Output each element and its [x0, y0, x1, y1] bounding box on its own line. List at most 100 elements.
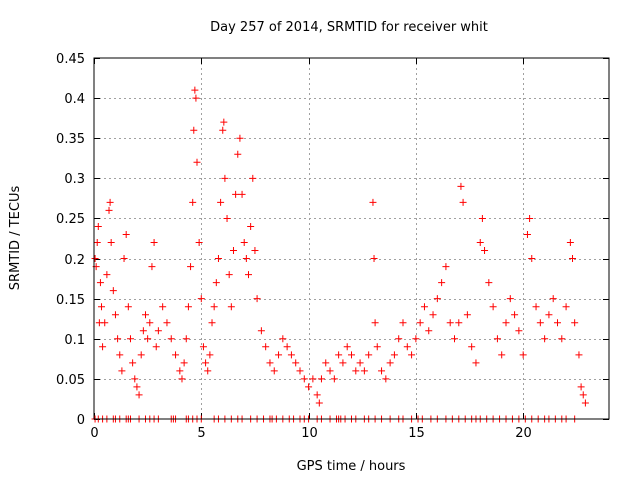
data-point	[249, 174, 257, 182]
data-point	[98, 303, 106, 311]
data-point	[370, 255, 378, 263]
data-point	[399, 319, 407, 327]
data-point	[167, 335, 175, 343]
data-point	[220, 118, 228, 126]
data-point	[352, 367, 360, 375]
data-point	[247, 222, 255, 230]
data-point	[163, 319, 171, 327]
data-point	[270, 367, 278, 375]
data-point	[373, 343, 381, 351]
data-point	[481, 247, 489, 255]
data-point	[101, 319, 109, 327]
data-point	[339, 359, 347, 367]
data-point	[292, 359, 300, 367]
data-point	[562, 303, 570, 311]
data-point	[305, 383, 313, 391]
data-point	[172, 351, 180, 359]
data-point	[214, 255, 222, 263]
data-point	[192, 94, 200, 102]
data-point	[300, 375, 308, 383]
data-point	[106, 198, 114, 206]
data-point	[371, 319, 379, 327]
data-point	[459, 198, 467, 206]
data-point	[569, 255, 577, 263]
data-point	[152, 343, 160, 351]
data-point	[240, 239, 248, 247]
data-point	[131, 375, 139, 383]
data-point	[154, 327, 162, 335]
data-point	[451, 335, 458, 343]
y-tick-label: 0.2	[64, 253, 85, 268]
x-axis-label: GPS time / hours	[297, 459, 406, 474]
data-point	[210, 303, 218, 311]
x-tick-label: 5	[197, 426, 205, 441]
data-point	[187, 263, 195, 271]
data-point	[144, 335, 152, 343]
data-point	[386, 359, 394, 367]
data-point	[114, 335, 122, 343]
data-point	[360, 367, 368, 375]
data-point	[554, 319, 561, 327]
x-tick-label: 0	[90, 426, 98, 441]
data-point	[489, 303, 497, 311]
data-point	[463, 311, 471, 319]
y-tick-label: 0.25	[56, 212, 85, 227]
data-point	[498, 351, 506, 359]
ticks: 0 0.05 0.1 0.15 0.2 0.25 0.3 0.35 0.4 0.45 0 5 10 15 2…	[56, 52, 609, 441]
data-point	[577, 383, 585, 391]
data-point	[190, 126, 198, 134]
data-point	[262, 343, 270, 351]
data-point	[566, 239, 574, 247]
data-point	[208, 319, 216, 327]
y-tick-label: 0.05	[56, 373, 85, 388]
data-point	[266, 359, 274, 367]
data-point	[403, 343, 411, 351]
data-point	[227, 303, 235, 311]
data-point	[202, 359, 210, 367]
data-point	[146, 319, 154, 327]
y-tick-label: 0.1	[64, 333, 85, 348]
data-point	[94, 222, 102, 230]
plot-frame	[93, 57, 610, 420]
data-point	[476, 239, 484, 247]
data-point	[536, 319, 544, 327]
data-point	[178, 375, 186, 383]
data-point	[99, 343, 107, 351]
data-point	[191, 86, 199, 94]
data-point	[279, 335, 287, 343]
data-point	[120, 255, 128, 263]
y-tick-label: 0.4	[64, 92, 85, 107]
data-point	[107, 239, 115, 247]
data-point	[420, 303, 428, 311]
data-point	[150, 239, 158, 247]
data-point	[238, 190, 246, 198]
data-point	[485, 279, 493, 287]
data-point	[335, 351, 343, 359]
data-point	[229, 247, 237, 255]
data-point	[176, 367, 184, 375]
data-point	[429, 311, 437, 319]
data-point	[124, 303, 132, 311]
data-point	[225, 271, 233, 279]
data-point	[511, 311, 519, 319]
data-point	[575, 351, 583, 359]
y-tick-label: 0.35	[56, 132, 85, 147]
data-point	[142, 311, 149, 319]
data-point	[217, 198, 225, 206]
x-tick-label: 20	[515, 426, 532, 441]
data-point	[390, 351, 398, 359]
data-point	[234, 150, 242, 158]
data-point	[219, 126, 227, 134]
data-point	[343, 343, 351, 351]
data-point	[365, 351, 373, 359]
data-point	[425, 327, 433, 335]
data-point	[455, 319, 463, 327]
data-point	[412, 335, 420, 343]
data-point	[330, 375, 338, 383]
data-point	[193, 158, 201, 166]
data-point	[309, 375, 317, 383]
data-point	[468, 343, 476, 351]
y-tick-label: 0.45	[56, 52, 85, 67]
data-point	[317, 375, 325, 383]
